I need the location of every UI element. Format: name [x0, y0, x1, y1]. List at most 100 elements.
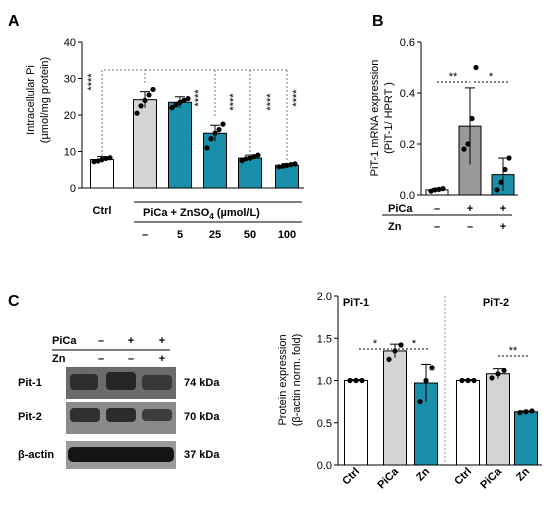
panel-c-xtick-label: Zn — [514, 465, 532, 483]
band-size-pit2: 70 kDa — [184, 411, 220, 423]
panel-c-ytick-label: 1.0 — [317, 376, 332, 388]
panel-a-xtick-label: Ctrl — [93, 205, 112, 217]
panel-c-data-point — [347, 377, 353, 384]
panel-c-data-point — [392, 348, 398, 354]
panel-a-data-point — [251, 154, 257, 160]
panel-a-data-point — [91, 159, 97, 165]
band-actin-lanes — [68, 447, 174, 462]
panel-b-data-point — [461, 146, 467, 152]
panel-c-data-point — [529, 408, 535, 414]
panel-a-chart: Intracellular Pi (µmol/mg protein) 0 10 20… — [25, 37, 304, 241]
panel-b-data-point — [428, 188, 434, 194]
panel-a-ytick-label: 10 — [64, 147, 76, 159]
panel-c-data-point — [398, 342, 404, 348]
panel-a-data-point — [212, 130, 218, 136]
panel-c-data-point — [429, 365, 435, 371]
panel-b-ytick-label: 0.4 — [400, 88, 415, 100]
panel-c-sig-stars: * — [373, 338, 378, 350]
panel-c-ylabel-2: (β-actin norm. fold) — [291, 334, 303, 427]
panel-c-data-point — [353, 377, 359, 384]
panel-c-chart: PiT-1 PiT-2 Protein expression (β-actin … — [277, 291, 542, 491]
panel-label-c: C — [8, 293, 20, 310]
panel-a-ytick-label: 20 — [64, 110, 76, 122]
panel-c-sig-stars: * — [412, 338, 417, 350]
panel-c-data-point — [423, 377, 429, 384]
panel-b-data-point — [465, 141, 471, 147]
panel-b-row-value: – — [434, 203, 440, 215]
band-pit1-lane1 — [70, 374, 98, 390]
panel-b-ylabel-2: (PiT-1/ HPRT ) — [383, 82, 395, 154]
panel-c-bar — [456, 380, 480, 466]
band-label-pit1: Pit-1 — [18, 377, 42, 389]
panel-c-data-point — [495, 371, 501, 377]
panel-a-data-point — [134, 110, 140, 116]
panel-c-xtick-label: PiCa — [375, 465, 401, 491]
panel-b-ytick-label: 0.0 — [400, 190, 415, 202]
panel-c-bar — [344, 380, 368, 466]
panel-c-bar — [383, 350, 407, 466]
panel-c-data-point — [386, 356, 392, 362]
panel-a-data-point — [138, 103, 144, 109]
panel-c-data-point — [417, 399, 423, 405]
panel-b-data-point — [498, 179, 504, 185]
panel-a-bar — [203, 132, 227, 189]
panel-a-ylabel-2: (µmol/mg protein) — [39, 57, 51, 143]
panel-c-bar — [514, 411, 538, 466]
panel-a-data-point — [169, 105, 175, 111]
panel-a-sig-stars: **** — [291, 89, 303, 107]
panel-a-sig-stars: **** — [193, 89, 205, 107]
band-pit2-lane3 — [142, 409, 172, 421]
panel-c-data-point — [523, 409, 529, 415]
panel-a-data-point — [99, 156, 105, 163]
panel-b-row-value: + — [467, 203, 473, 215]
band-pit2-lane2 — [106, 408, 136, 422]
panel-a-xtick-label: 5 — [177, 229, 183, 241]
band-size-actin: 37 kDa — [184, 449, 220, 461]
panel-c-data-point — [459, 377, 465, 384]
panel-a-data-point — [185, 95, 191, 102]
panel-a-data-point — [247, 155, 253, 161]
panel-a-data-point — [95, 158, 101, 164]
panel-b-ylabel-1: PiT-1 mRNA expression — [369, 60, 381, 177]
panel-c-blot: PiCa Zn – + + – – + Pit-1 74 kDa Pit-2 70 kDa… — [18, 335, 220, 469]
panel-b-sig-stars: ** — [449, 71, 458, 83]
panel-b-ytick-label: 0.2 — [400, 139, 415, 151]
panel-c-ytick-label: 0.0 — [317, 460, 332, 472]
blot-row-value: + — [159, 335, 165, 347]
panel-c-xtick-label: Ctrl — [452, 466, 474, 488]
panel-b-ytick-label: 0.6 — [400, 37, 415, 49]
band-pit2-lane1 — [70, 408, 100, 422]
panel-a-data-point — [243, 156, 249, 162]
panel-b-row-pica: PiCa — [388, 203, 413, 215]
panel-a-data-point — [142, 97, 148, 103]
panel-b-row-value: + — [500, 221, 506, 233]
panel-a-data-point — [255, 152, 261, 158]
blot-row-value: – — [98, 353, 104, 365]
panel-a-data-point — [208, 136, 214, 142]
panel-a-data-point — [181, 97, 187, 103]
panel-b-row-value: – — [434, 221, 440, 233]
panel-c-data-point — [517, 410, 523, 416]
panel-b-data-point — [494, 187, 500, 193]
panel-a-data-point — [107, 155, 113, 161]
panel-b-data-point — [432, 187, 438, 193]
band-pit1-lane3 — [142, 375, 172, 390]
panel-b-data-point — [436, 186, 442, 192]
panel-a-xtick-label: 100 — [278, 229, 296, 241]
panel-c-data-point — [501, 367, 507, 373]
panel-a-data-point — [216, 127, 222, 133]
panel-b-sig-stars: * — [489, 71, 494, 83]
panel-a-data-point — [103, 155, 109, 162]
band-label-actin: β-actin — [18, 449, 54, 461]
panel-c-data-point — [489, 375, 495, 381]
panel-a-xtick-label: 25 — [209, 229, 221, 241]
panel-a-data-point — [220, 121, 226, 127]
band-pit1-lane2 — [106, 372, 136, 390]
panel-label-b: B — [372, 13, 384, 30]
panel-c-ytick-label: 0.5 — [317, 418, 332, 430]
panel-a-sig-bracket — [101, 69, 146, 156]
blot-row-zn: Zn — [52, 353, 66, 365]
panel-a-data-point — [177, 99, 183, 105]
panel-c-bar — [486, 373, 510, 466]
